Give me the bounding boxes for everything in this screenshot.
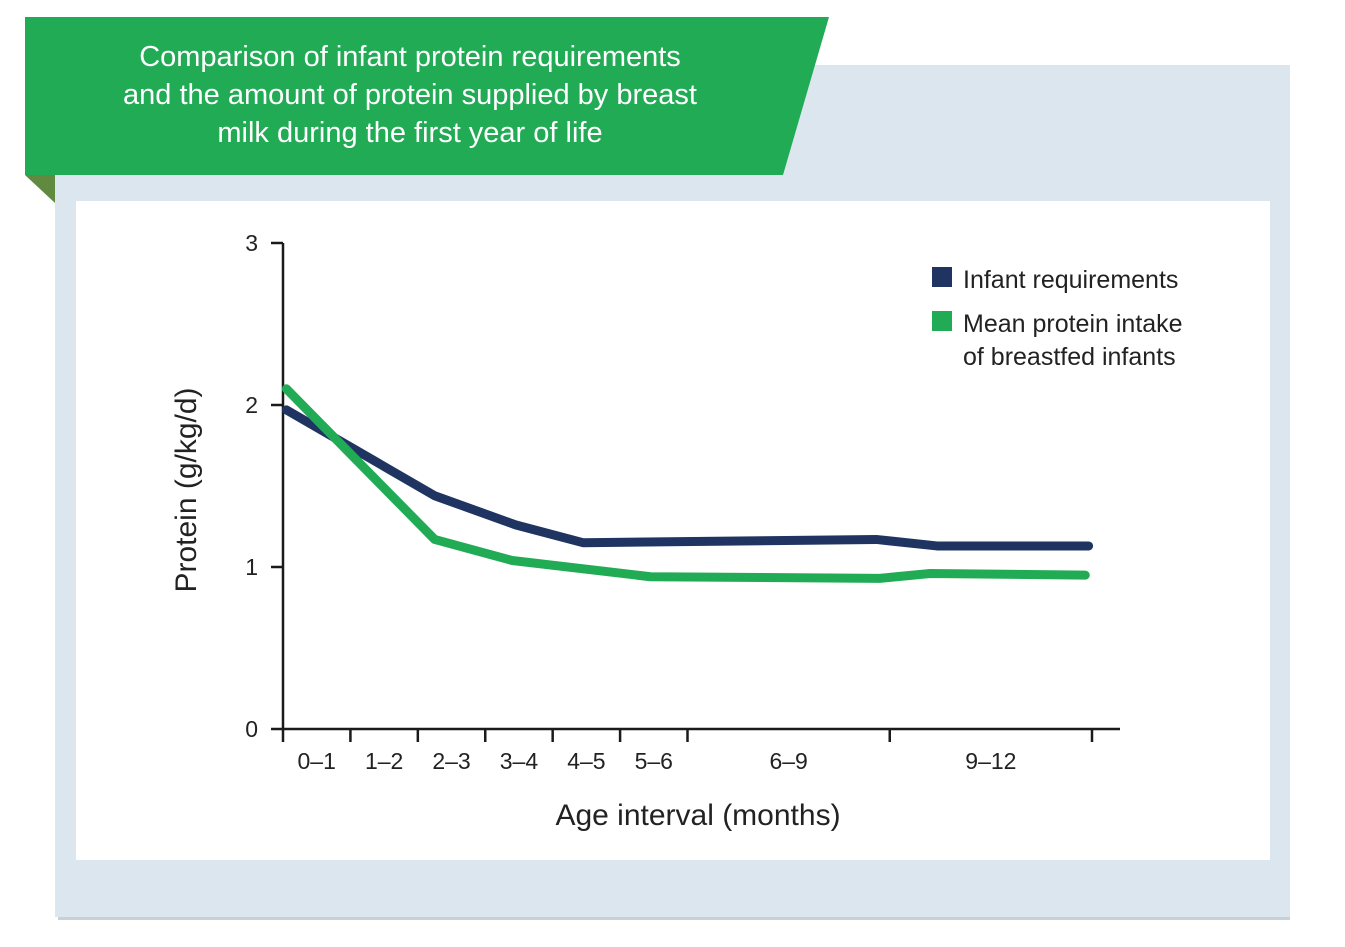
- legend: Infant requirements Mean protein intake of…: [932, 266, 1183, 371]
- title-line: milk during the first year of life: [217, 117, 602, 149]
- series-lines: [281, 384, 1094, 583]
- y-tick-label: 2: [245, 392, 258, 418]
- legend-label: Mean protein intake: [963, 310, 1183, 338]
- x-axis-label: Age interval (months): [555, 799, 840, 832]
- x-tick-label: 0–1: [298, 748, 336, 774]
- x-tick-label: 1–2: [365, 748, 403, 774]
- legend-label: of breastfed infants: [963, 343, 1176, 371]
- legend-label: Infant requirements: [963, 266, 1178, 294]
- x-tick-label: 6–9: [769, 748, 807, 774]
- chart-title: Comparison of infant protein requirement…: [123, 41, 697, 149]
- x-tick-label: 4–5: [567, 748, 605, 774]
- y-tick-label: 0: [245, 716, 258, 742]
- x-tick-label: 9–12: [965, 748, 1016, 774]
- axes: 0 1 2 3 0–1 1–2 2–3 3–4 4–5 5–6 6–9 9–12 Age interva…: [170, 230, 1120, 832]
- legend-swatch: [932, 267, 952, 287]
- title-banner: [25, 17, 829, 175]
- legend-swatch: [932, 311, 952, 331]
- title-line: and the amount of protein supplied by br…: [123, 79, 697, 111]
- x-tick-label: 2–3: [432, 748, 470, 774]
- y-tick-label: 3: [245, 230, 258, 256]
- y-tick-label: 1: [245, 554, 258, 580]
- title-line: Comparison of infant protein requirement…: [139, 41, 681, 73]
- y-axis-label: Protein (g/kg/d): [170, 387, 203, 592]
- x-tick-label: 5–6: [635, 748, 673, 774]
- plot-area: [76, 201, 1270, 860]
- x-tick-label: 3–4: [500, 748, 539, 774]
- banner-fold: [25, 175, 55, 203]
